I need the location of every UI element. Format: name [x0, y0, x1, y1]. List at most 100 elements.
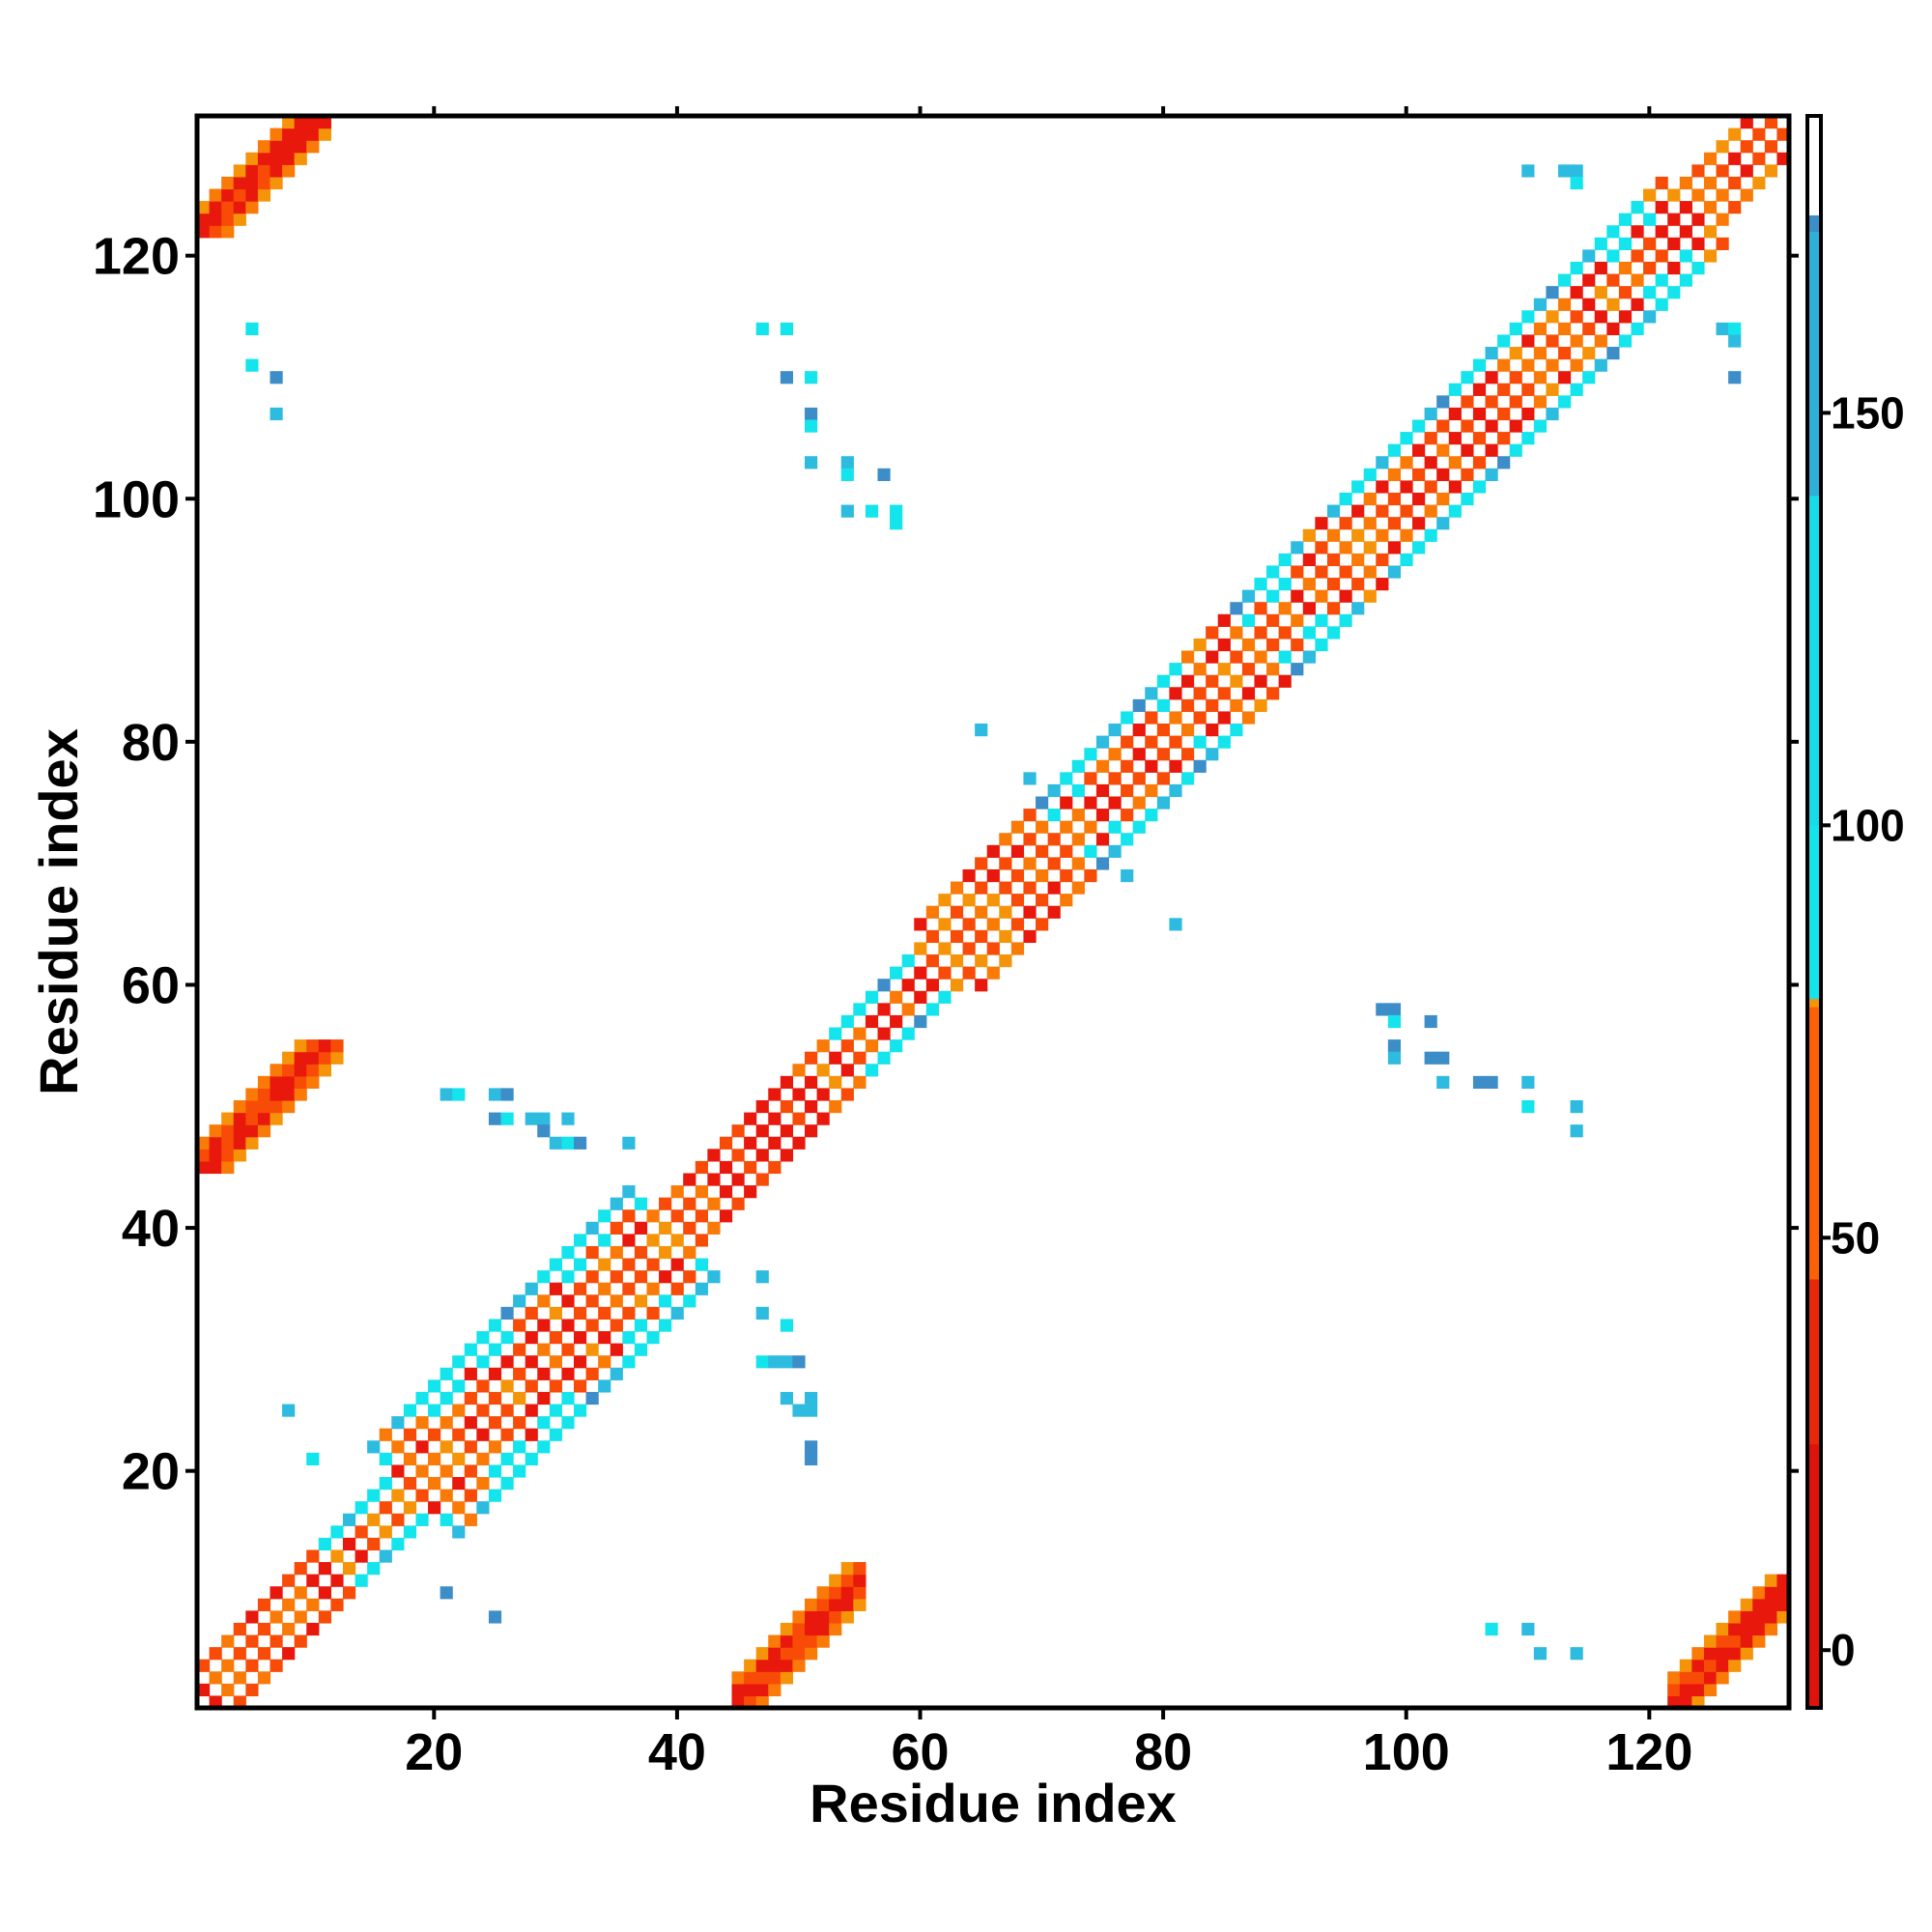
- heatmap-cell: [1023, 833, 1037, 846]
- heatmap-cell: [257, 188, 271, 202]
- heatmap-cell: [1363, 517, 1377, 530]
- heatmap-cell: [1217, 663, 1231, 676]
- heatmap-cell: [355, 1574, 368, 1587]
- heatmap-cell: [1631, 298, 1644, 311]
- heatmap-cell: [257, 1671, 271, 1685]
- heatmap-cell: [780, 1124, 794, 1138]
- heatmap-cell: [1643, 310, 1657, 324]
- heatmap-cell: [1497, 334, 1511, 348]
- heatmap-cell: [877, 1051, 891, 1065]
- heatmap-cell: [986, 942, 1000, 955]
- heatmap-cell: [245, 1634, 259, 1648]
- heatmap-cell: [257, 176, 271, 190]
- heatmap-cell: [549, 1404, 562, 1417]
- heatmap-cell: [840, 1014, 854, 1029]
- heatmap-cell: [1036, 820, 1049, 834]
- heatmap-cell: [415, 1391, 429, 1406]
- heatmap-cell: [525, 1428, 538, 1441]
- heatmap-cell: [452, 1428, 466, 1441]
- heatmap-cell: [1412, 541, 1426, 554]
- heatmap-cell: [294, 1562, 307, 1576]
- heatmap-cell: [1278, 553, 1292, 567]
- heatmap-cell: [1010, 844, 1025, 858]
- heatmap-cell: [270, 1099, 283, 1114]
- heatmap-cell: [986, 868, 1000, 883]
- heatmap-cell: [549, 1331, 562, 1345]
- heatmap-cell: [1206, 698, 1219, 713]
- heatmap-cell: [585, 1319, 599, 1332]
- heatmap-cell: [1084, 820, 1097, 834]
- heatmap-cell: [549, 1136, 562, 1150]
- heatmap-cell: [306, 1051, 320, 1065]
- heatmap-cell: [1472, 383, 1487, 396]
- heatmap-cell: [986, 966, 1000, 980]
- heatmap-cell: [731, 1695, 745, 1709]
- heatmap-cell: [1400, 480, 1413, 494]
- heatmap-cell: [1424, 1051, 1437, 1065]
- heatmap-cell: [367, 1562, 381, 1576]
- heatmap-cell: [1776, 152, 1790, 165]
- heatmap-cell: [1145, 735, 1158, 749]
- heatmap-cell: [209, 225, 222, 239]
- heatmap-cell: [755, 322, 769, 336]
- heatmap-cell: [1084, 844, 1097, 858]
- heatmap-cell: [768, 1355, 781, 1369]
- heatmap-cell: [294, 1075, 307, 1090]
- heatmap-cell: [585, 1294, 599, 1308]
- heatmap-cell: [379, 1452, 392, 1465]
- heatmap-cell: [1266, 663, 1280, 676]
- heatmap-cell: [1071, 759, 1085, 773]
- heatmap-cell: [1206, 674, 1219, 688]
- heatmap-cell: [403, 1452, 417, 1465]
- heatmap-cell: [1060, 844, 1073, 858]
- heatmap-cell: [367, 1440, 381, 1454]
- heatmap-cell: [816, 1598, 830, 1611]
- y-tick-label: 60: [122, 956, 180, 1014]
- heatmap-cell: [245, 1124, 259, 1138]
- heatmap-cell: [1716, 1659, 1729, 1672]
- heatmap-cell: [1339, 492, 1352, 506]
- heatmap-cell: [1315, 541, 1328, 554]
- heatmap-cell: [561, 1367, 575, 1380]
- heatmap-cell: [816, 1039, 830, 1053]
- heatmap-cell: [464, 1513, 477, 1526]
- heatmap-cell: [294, 128, 307, 141]
- heatmap-cell: [755, 1647, 769, 1661]
- heatmap-cell: [731, 1197, 745, 1210]
- heatmap-cell: [598, 1258, 611, 1271]
- heatmap-cell: [1400, 504, 1413, 518]
- heatmap-cell: [719, 1136, 733, 1150]
- heatmap-cell: [1618, 310, 1633, 324]
- heatmap-cell: [342, 1562, 356, 1576]
- heatmap-cell: [731, 1149, 745, 1162]
- heatmap-cell: [403, 1428, 417, 1441]
- heatmap-cell: [391, 1440, 405, 1454]
- heatmap-cell: [440, 1367, 453, 1380]
- y-tick-label: 100: [93, 470, 180, 528]
- heatmap-cell: [1387, 1014, 1402, 1029]
- heatmap-cell: [1679, 249, 1692, 263]
- heatmap-cell: [1060, 772, 1073, 785]
- heatmap-cell: [755, 1683, 769, 1697]
- heatmap-cell: [294, 1610, 307, 1624]
- heatmap-cell: [464, 1489, 477, 1502]
- heatmap-cell: [403, 1501, 417, 1515]
- heatmap-cell: [780, 1099, 794, 1114]
- heatmap-cell: [318, 1610, 331, 1624]
- heatmap-cell: [1351, 602, 1365, 615]
- heatmap-cell: [1108, 796, 1122, 810]
- heatmap-cell: [1121, 735, 1134, 749]
- heatmap-cell: [877, 468, 891, 481]
- heatmap-cell: [962, 966, 976, 980]
- heatmap-cell: [1740, 1610, 1753, 1624]
- heatmap-cell: [1047, 881, 1061, 895]
- heatmap-cell: [768, 1160, 781, 1175]
- heatmap-cell: [1387, 468, 1402, 481]
- heatmap-cell: [1764, 1598, 1778, 1611]
- heatmap-cell: [816, 1622, 830, 1636]
- heatmap-cell: [440, 1088, 453, 1101]
- heatmap-cell: [755, 1306, 769, 1321]
- heatmap-cell: [719, 1209, 733, 1223]
- heatmap-cell: [282, 152, 296, 165]
- heatmap-cell: [257, 1598, 271, 1611]
